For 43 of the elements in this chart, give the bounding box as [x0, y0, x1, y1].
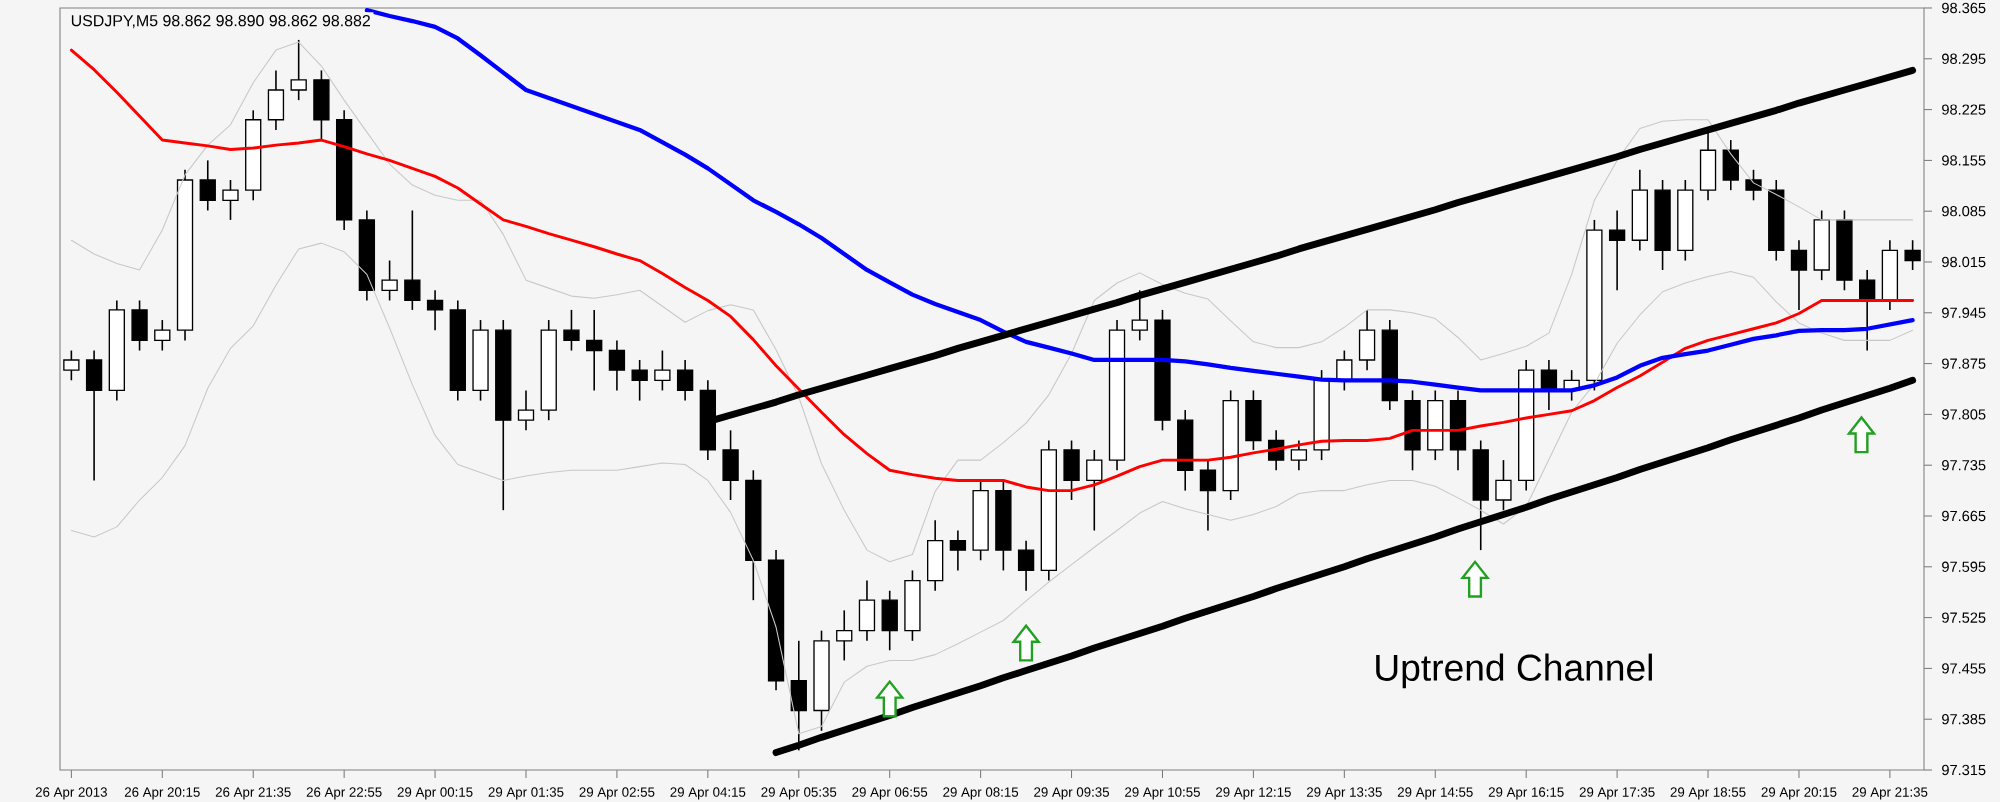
candlestick [836, 609, 853, 662]
candlestick [404, 209, 421, 311]
candlestick [1699, 129, 1717, 202]
candlestick [154, 319, 171, 352]
annotation: Uptrend Channel [1376, 653, 1652, 689]
candlestick [1017, 539, 1035, 592]
candlestick [676, 359, 694, 402]
candlestick [1290, 439, 1308, 472]
candlestick [1495, 459, 1512, 511]
candlestick [267, 69, 285, 131]
candlestick [1086, 449, 1103, 532]
candlestick [381, 259, 398, 302]
candlestick [949, 529, 967, 572]
candlestick [222, 179, 239, 221]
candlestick [85, 349, 103, 482]
candlestick [517, 389, 535, 432]
candlestick [1245, 389, 1262, 451]
candlestick [1608, 209, 1626, 292]
candlestick [1790, 239, 1808, 311]
candlestick [881, 589, 898, 652]
candlestick [927, 519, 944, 592]
candlestick [608, 339, 626, 392]
candlestick [313, 69, 330, 141]
candlestick [426, 289, 444, 332]
candlestick [586, 309, 603, 392]
candlestick [1358, 309, 1376, 371]
candlestick [1859, 269, 1876, 352]
candlestick [1199, 459, 1217, 532]
candlestick [631, 359, 648, 402]
candlestick [63, 349, 80, 382]
candlestick [790, 640, 807, 752]
candlestick [199, 159, 216, 212]
candlestick [131, 299, 148, 352]
candlestick [722, 429, 739, 501]
candlestick [290, 39, 307, 101]
candlestick [858, 579, 876, 642]
candlestick [654, 349, 671, 392]
candlestick [1745, 169, 1762, 202]
candlestick [563, 309, 580, 352]
candlestick [1722, 139, 1739, 191]
candlestick [1063, 439, 1080, 501]
candlestick [1904, 239, 1921, 271]
candlestick [1131, 289, 1148, 342]
